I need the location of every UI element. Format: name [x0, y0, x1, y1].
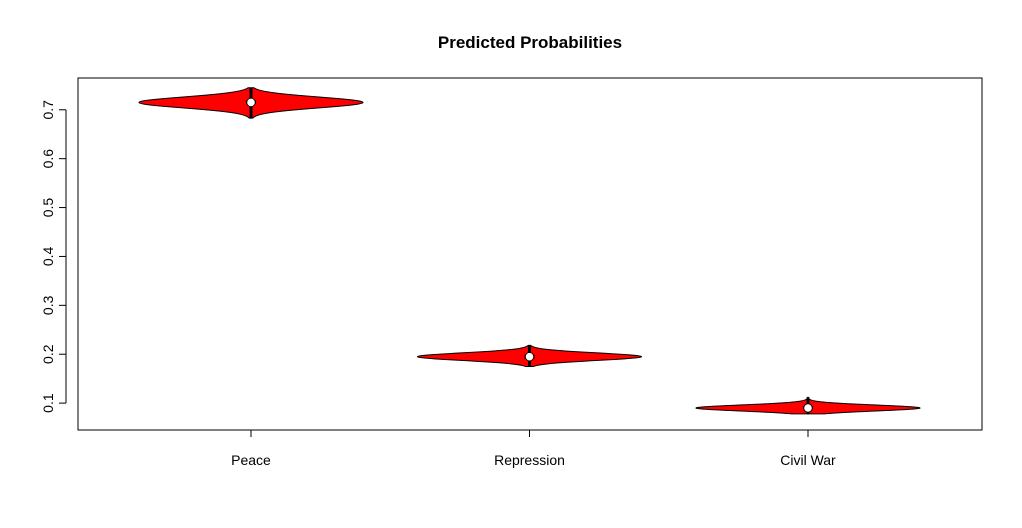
y-axis: 0.1 0.2 0.3 0.4 0.5 0.6 0.7 — [40, 100, 67, 413]
violin-median-point — [246, 97, 256, 108]
plot-frame — [77, 77, 983, 431]
y-tick-label: 0.5 — [40, 198, 56, 218]
y-tick-label: 0.4 — [40, 247, 56, 267]
chart-title: Predicted Probabilities — [438, 33, 622, 52]
x-tick-label: Repression — [494, 452, 565, 468]
y-tick-label: 0.3 — [40, 295, 56, 315]
y-tick-label: 0.6 — [40, 149, 56, 169]
violin-civil-war — [695, 396, 921, 415]
violin-median-point — [524, 352, 535, 362]
y-tick-label: 0.7 — [40, 100, 56, 120]
violin-median-point — [803, 403, 813, 413]
y-tick-label: 0.2 — [40, 344, 56, 364]
violin-repression — [416, 344, 643, 367]
y-tick-label: 0.1 — [40, 393, 56, 413]
x-axis: Peace Repression Civil War — [231, 429, 836, 468]
x-tick-label: Civil War — [780, 452, 836, 468]
violins — [138, 87, 921, 415]
x-tick-label: Peace — [231, 452, 271, 468]
violin-peace — [138, 87, 364, 119]
